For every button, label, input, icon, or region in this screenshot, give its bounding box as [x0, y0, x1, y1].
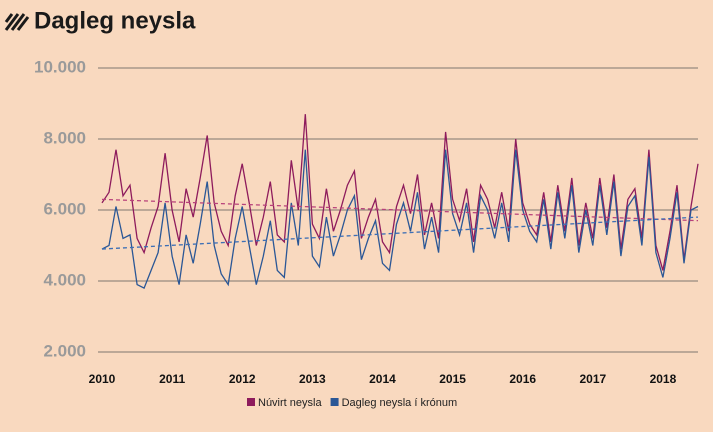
legend-label: Núvirt neysla: [258, 397, 322, 409]
x-tick-label: 2016: [509, 372, 536, 386]
trend-line: [101, 198, 699, 222]
y-tick-label: 8.000: [43, 128, 86, 147]
x-tick-label: 2010: [89, 372, 116, 386]
x-tick-label: 2012: [229, 372, 256, 386]
y-tick-label: 4.000: [43, 270, 86, 289]
legend-label: Dagleg neysla í krónum: [342, 397, 458, 409]
x-tick-label: 2017: [579, 372, 606, 386]
series-line: [101, 149, 699, 289]
x-tick-label: 2015: [439, 372, 466, 386]
x-tick-label: 2013: [299, 372, 326, 386]
x-tick-label: 2018: [650, 372, 677, 386]
x-tick-label: 2014: [369, 372, 396, 386]
x-tick-label: 2011: [159, 372, 185, 386]
chart-title: Dagleg neysla: [34, 7, 196, 34]
title-icon: [4, 13, 30, 31]
legend-swatch: [330, 398, 339, 406]
legend-swatch: [247, 398, 255, 406]
trend-line: [101, 216, 699, 250]
y-tick-label: 6.000: [43, 199, 86, 218]
series-line: [101, 114, 699, 271]
y-tick-label: 10.000: [34, 57, 86, 76]
y-tick-label: 2.000: [43, 341, 86, 360]
